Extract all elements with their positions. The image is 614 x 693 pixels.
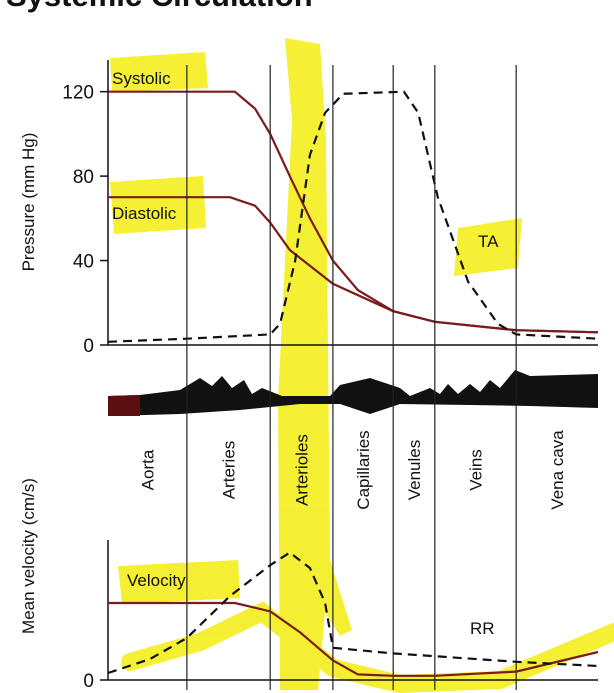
y-tick-label: 0 [83,671,94,692]
series-line [108,601,599,677]
series-label: Systolic [112,69,171,88]
region-label: Vena cava [548,430,567,510]
region-label: Arterioles [293,434,312,506]
chart-title: Systemic Circulation [6,0,313,13]
region-label: Aorta [138,449,157,490]
vessel-aorta-shade [108,395,140,416]
series-label: RR [470,619,495,638]
series-line [108,196,599,334]
region-label: Veins [467,449,486,491]
series-label: TA [478,232,499,251]
region-label: Capillaries [354,430,373,509]
series-label: Velocity [127,571,186,590]
highlights [110,38,614,693]
vessel-diagram [108,370,598,416]
region-label: Arteries [220,441,239,500]
y-axis-label: Pressure (mm Hg) [19,133,38,272]
y-tick-label: 0 [83,336,94,357]
series-line [107,90,599,343]
y-tick-label: 120 [62,83,94,104]
region-label: Venules [405,440,424,501]
series-line [107,551,599,675]
y-axis-label: Mean velocity (cm/s) [19,478,38,634]
y-tick-label: 40 [73,252,94,273]
series-label: Diastolic [112,204,177,223]
y-tick-label: 80 [73,167,94,188]
